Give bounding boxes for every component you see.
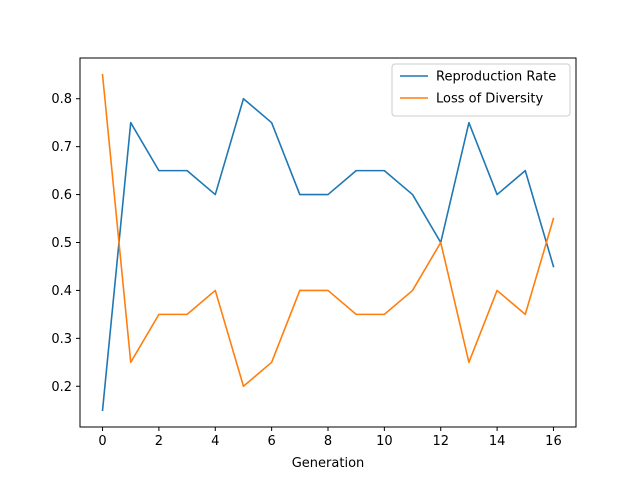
x-tick-label: 10	[376, 434, 393, 449]
x-tick-label: 4	[211, 434, 219, 449]
y-tick-label: 0.2	[51, 380, 72, 395]
plot-area-frame	[79, 57, 577, 428]
x-tick-label: 16	[545, 434, 562, 449]
x-tick-label: 2	[155, 434, 163, 449]
series-line-loss-of-diversity	[101, 73, 555, 388]
y-tick-label: 0.7	[51, 140, 72, 155]
series-line-reproduction-rate	[101, 97, 555, 412]
y-tick-label: 0.6	[51, 188, 72, 203]
y-tick-label: 0.4	[51, 284, 72, 299]
legend-label: Reproduction Rate	[436, 70, 556, 85]
series-layer	[101, 73, 555, 412]
x-axis-label: Generation	[292, 456, 365, 471]
legend-box	[391, 63, 571, 117]
x-tick-label: 12	[432, 434, 449, 449]
y-tick-label: 0.8	[51, 92, 72, 107]
x-tick-label: 14	[489, 434, 506, 449]
x-tick-label: 8	[324, 434, 332, 449]
y-tick-label: 0.5	[51, 236, 72, 251]
x-tick-label: 6	[267, 434, 275, 449]
y-axis-ticks: 0.2 0.3 0.4 0.5 0.6 0.7 0.8	[51, 92, 80, 395]
x-axis-ticks: 0 2 4 6 8 10 12 14 16	[98, 427, 562, 449]
legend-label: Loss of Diversity	[436, 92, 543, 107]
legend: Reproduction Rate Loss of Diversity	[391, 63, 571, 117]
x-tick-label: 0	[98, 434, 106, 449]
y-tick-label: 0.3	[51, 332, 72, 347]
